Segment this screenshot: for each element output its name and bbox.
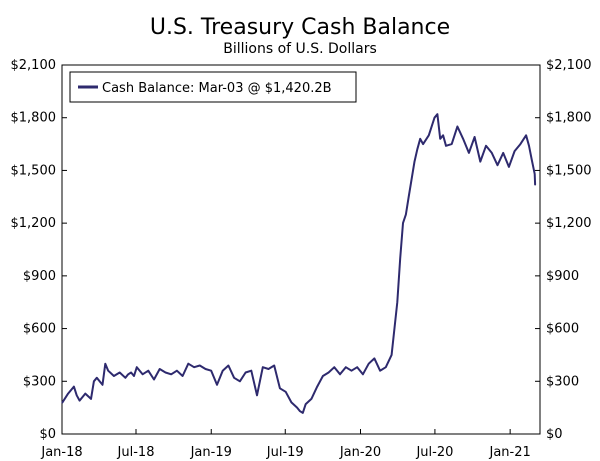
y-tick-label-right: $1,500 — [546, 163, 592, 178]
y-tick-label-right: $600 — [546, 322, 579, 337]
y-axis-right: $0 $300 $600 $900 $1,200 $1,500 $1,800 $2,100 — [535, 58, 592, 442]
y-tick-label-left: $1,200 — [11, 216, 57, 231]
x-tick-label: Jul-20 — [415, 445, 453, 460]
y-tick-label-left: $300 — [23, 374, 56, 389]
y-tick-label-right: $1,800 — [546, 111, 592, 126]
y-tick-label-left: $0 — [39, 427, 56, 442]
legend: Cash Balance: Mar-03 @ $1,420.2B — [69, 71, 357, 103]
plot-area-frame — [61, 64, 541, 435]
x-tick-label: Jul-19 — [266, 445, 304, 460]
x-tick-label: Jan-19 — [190, 445, 232, 460]
y-tick-label-right: $0 — [546, 427, 563, 442]
series-line-cash-balance — [61, 113, 537, 414]
legend-box — [69, 71, 357, 103]
y-tick-label-right: $300 — [546, 374, 579, 389]
x-tick-label: Jan-21 — [489, 445, 531, 460]
y-tick-label-left: $1,800 — [11, 111, 57, 126]
chart-title: U.S. Treasury Cash Balance — [150, 15, 450, 40]
chart-subtitle: Billions of U.S. Dollars — [223, 41, 377, 57]
x-axis: Jan-18 Jul-18 Jan-19 Jul-19 Jan-20 Jul-20 Jan-… — [40, 429, 531, 460]
y-tick-label-right: $2,100 — [546, 58, 592, 73]
legend-label: Cash Balance: Mar-03 @ $1,420.2B — [102, 81, 332, 96]
x-tick-label: Jan-18 — [40, 445, 82, 460]
y-tick-label-right: $900 — [546, 269, 579, 284]
y-tick-label-left: $600 — [23, 322, 56, 337]
y-axis-left: $0 $300 $600 $900 $1,200 $1,500 $1,800 $2,100 — [11, 58, 67, 442]
x-tick-label: Jul-18 — [117, 445, 155, 460]
y-tick-label-right: $1,200 — [546, 216, 592, 231]
y-tick-label-left: $900 — [23, 269, 56, 284]
y-tick-label-left: $2,100 — [11, 58, 57, 73]
y-tick-label-left: $1,500 — [11, 163, 57, 178]
series-layer — [61, 113, 537, 414]
x-tick-label: Jan-20 — [339, 445, 381, 460]
